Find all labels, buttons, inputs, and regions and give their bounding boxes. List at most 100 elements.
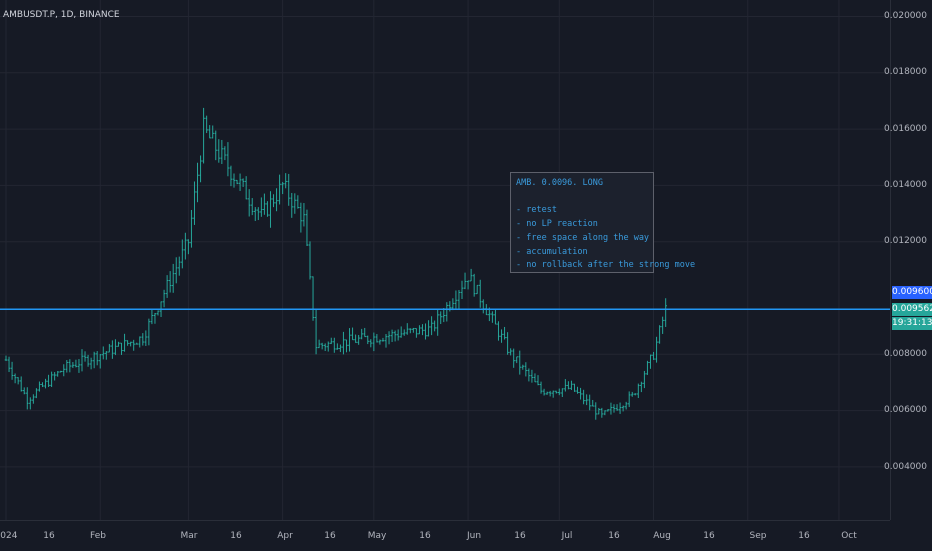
ohlc-bar	[570, 380, 573, 391]
ohlc-bar	[567, 381, 570, 390]
ohlc-bar	[229, 165, 233, 187]
price-tick: 0.018000	[884, 67, 927, 77]
ohlc-bar	[117, 341, 120, 347]
ohlc-bar	[29, 397, 32, 410]
time-tick: 16	[43, 531, 55, 541]
ohlc-bar	[211, 125, 215, 139]
ohlc-bar	[609, 402, 613, 415]
ohlc-bar	[381, 337, 385, 342]
ohlc-bar	[235, 179, 239, 185]
ohlc-bar	[208, 125, 211, 139]
ohlc-bar	[247, 189, 251, 217]
ohlc-bar	[615, 404, 619, 411]
note-line: - accumulation	[516, 246, 588, 257]
ohlc-bar	[339, 344, 342, 353]
ohlc-bar	[354, 334, 357, 343]
ohlc-bar	[472, 273, 476, 297]
ohlc-bar	[536, 375, 540, 386]
price-tick: 0.006000	[884, 405, 927, 415]
ohlc-bar	[226, 142, 230, 177]
ohlc-bar	[366, 335, 370, 345]
ohlc-bar	[378, 339, 382, 345]
ohlc-bar	[199, 155, 202, 183]
ohlc-bar	[77, 359, 81, 373]
ohlc-bar	[132, 339, 135, 351]
ohlc-bar	[348, 328, 351, 352]
ohlc-bar	[296, 195, 300, 209]
ohlc-bar	[144, 330, 148, 346]
ohlc-bar	[260, 197, 263, 217]
ohlc-bar	[600, 407, 604, 418]
ohlc-bar	[430, 316, 433, 336]
ohlc-bar	[521, 364, 525, 370]
symbol-title: AMBUSDT.P, 1D, BINANCE	[3, 10, 120, 20]
time-tick: 16	[514, 531, 526, 541]
ohlc-bar	[193, 181, 196, 225]
price-tick: 0.012000	[884, 236, 927, 246]
ohlc-bar	[527, 368, 531, 382]
trade-idea-note[interactable]: AMB. 0.0096. LONG - retest - no LP react…	[510, 172, 696, 273]
ohlc-bar	[512, 348, 515, 368]
ohlc-bar	[661, 316, 664, 334]
ohlc-bar	[281, 181, 284, 195]
ohlc-bar	[114, 339, 117, 356]
ohlc-bars	[4, 107, 667, 420]
time-tick: May	[367, 531, 387, 541]
chart-area[interactable]: AMBUSDT.P, 1D, BINANCE AMB. 0.0096. LONG…	[0, 0, 890, 520]
ohlc-bar	[4, 355, 8, 361]
ohlc-bar	[32, 394, 35, 404]
ohlc-bar	[542, 388, 546, 396]
ohlc-bar	[369, 339, 373, 348]
ohlc-bar	[7, 356, 11, 373]
ohlc-bar	[92, 351, 96, 369]
ohlc-bar	[89, 357, 93, 370]
price-tick: 0.020000	[884, 11, 927, 21]
ohlc-bar	[591, 399, 595, 407]
ohlc-bar	[585, 394, 588, 406]
ohlc-bar	[153, 313, 157, 324]
ohlc-bar	[19, 376, 23, 392]
ohlc-bar	[333, 337, 336, 353]
ohlc-bar	[263, 193, 266, 215]
note-line: - no rollback after the strong move	[516, 260, 696, 271]
ohlc-bar	[177, 256, 181, 276]
ohlc-bar	[637, 383, 640, 399]
ohlc-bar	[10, 361, 14, 380]
ohlc-bar	[627, 391, 631, 408]
ohlc-bar	[363, 327, 367, 338]
ohlc-bar	[433, 320, 436, 332]
ohlc-bar	[655, 336, 658, 363]
time-tick: Jul	[561, 531, 573, 541]
ohlc-bar	[375, 334, 379, 343]
ohlc-bar	[421, 324, 424, 336]
ohlc-bar	[25, 387, 29, 410]
ohlc-bar	[500, 329, 503, 343]
ohlc-bar	[551, 390, 555, 398]
ohlc-bar	[418, 325, 421, 335]
ohlc-bar	[524, 362, 528, 377]
ohlc-bar	[323, 343, 327, 352]
ohlc-bar	[187, 239, 190, 255]
ohlc-bar	[329, 337, 333, 345]
time-axis[interactable]: 2024 16 Feb Mar 16 Apr 16 May 16 Jun 16 …	[0, 520, 890, 551]
ohlc-bar	[342, 331, 345, 355]
ohlc-bar	[606, 409, 610, 412]
price-chart[interactable]	[0, 0, 890, 520]
ohlc-bar	[266, 201, 269, 217]
ohlc-bar	[50, 371, 53, 388]
ohlc-bar	[481, 299, 485, 314]
ohlc-bar	[372, 332, 376, 352]
time-tick: 16	[608, 531, 620, 541]
ohlc-bar	[250, 198, 254, 216]
ohlc-bar	[621, 405, 625, 412]
time-tick: 16	[324, 531, 336, 541]
ohlc-bar	[646, 360, 649, 375]
ohlc-bar	[272, 194, 275, 208]
ohlc-bar	[311, 276, 315, 321]
price-axis[interactable]: 0.020000 0.018000 0.016000 0.014000 0.01…	[884, 0, 932, 520]
ohlc-bar	[573, 383, 576, 392]
price-tick: 0.016000	[884, 124, 927, 134]
note-title: AMB. 0.0096. LONG	[516, 178, 603, 188]
ohlc-bar	[630, 391, 634, 397]
ohlc-bar	[56, 371, 59, 377]
